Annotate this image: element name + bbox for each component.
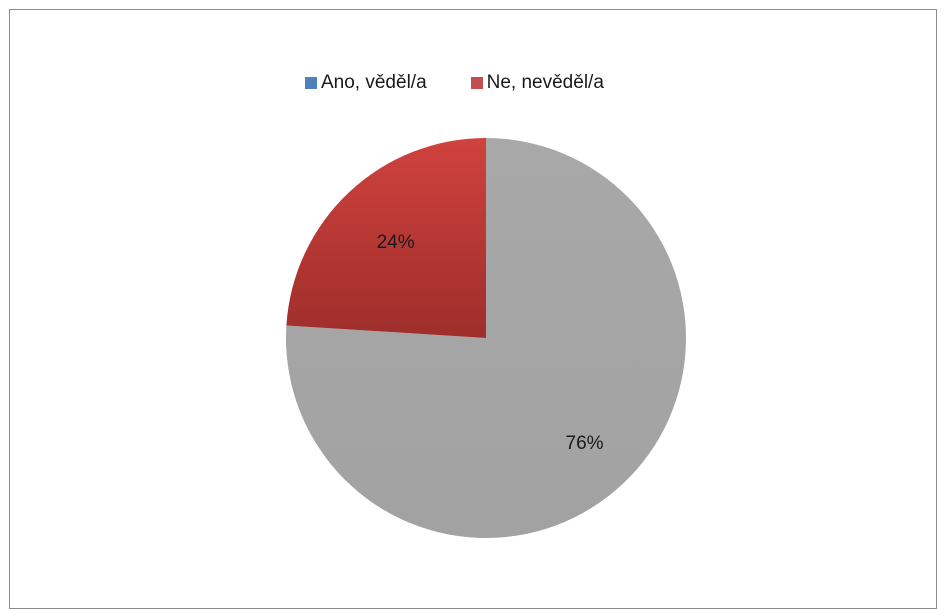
chart-legend: Ano, věděl/a Ne, nevěděl/a [305,70,604,96]
legend-label-ne: Ne, nevěděl/a [486,72,604,93]
pie-slice-ne [286,138,486,338]
legend-label-ano: Ano, věděl/a [321,72,427,93]
data-label-ne: 24% [377,232,415,253]
legend-item-ne: Ne, nevěděl/a [470,72,604,94]
legend-swatch-ano [305,77,317,89]
pie-chart: 76% 24% [285,138,686,538]
data-label-ano: 76% [566,433,604,454]
pie-slice-ano [285,138,686,538]
legend-swatch-ne [470,77,483,89]
legend-item-ano: Ano, věděl/a [305,72,427,94]
